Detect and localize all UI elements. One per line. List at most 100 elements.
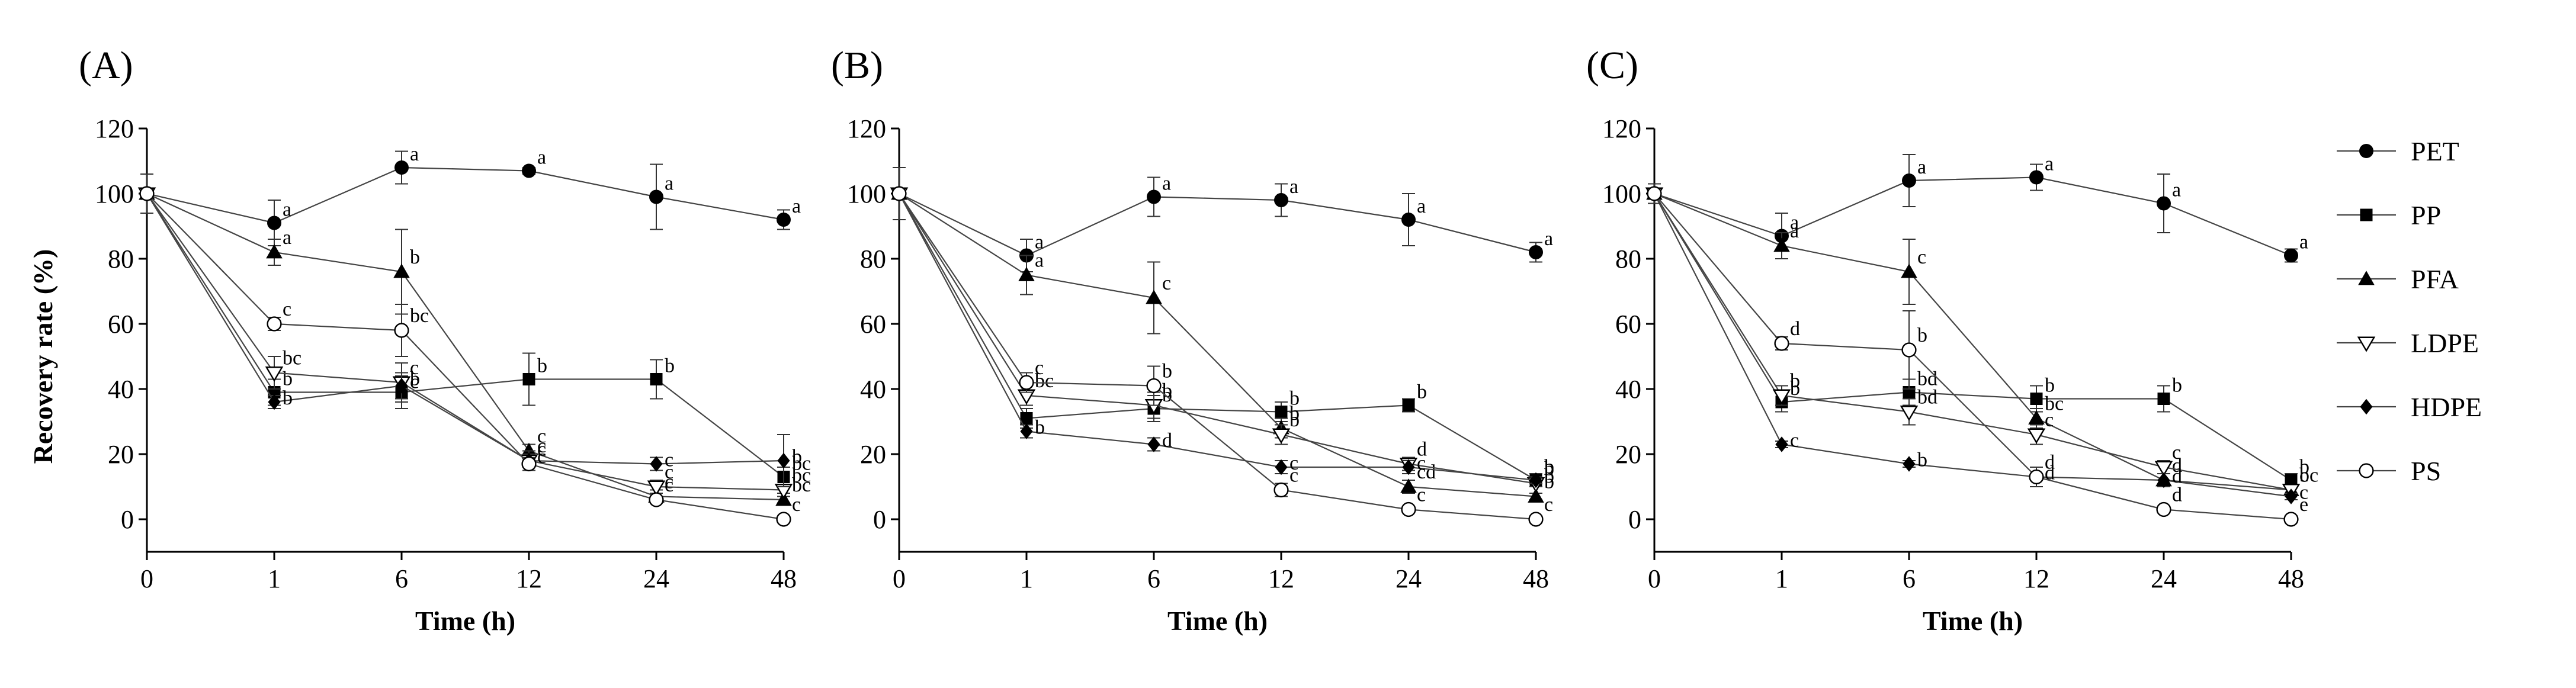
legend-label: PP bbox=[2411, 200, 2441, 230]
significance-label: a bbox=[410, 143, 419, 165]
significance-label: b bbox=[1289, 409, 1300, 431]
data-point-pp bbox=[2285, 474, 2298, 487]
significance-label: bc bbox=[410, 305, 429, 327]
x-axis-title: Time (h) bbox=[415, 606, 515, 636]
data-point-pfa bbox=[2028, 410, 2045, 425]
data-point-pfa bbox=[1901, 263, 1917, 278]
x-tick-label: 12 bbox=[2023, 564, 2049, 593]
significance-label: d bbox=[2172, 465, 2182, 487]
series-hdpe: bdc cb bbox=[893, 167, 1554, 488]
x-tick-label: 0 bbox=[1648, 564, 1661, 593]
data-point-ps bbox=[1774, 336, 1789, 351]
legend: PET PP PFA LDPE HDPE PS bbox=[2337, 136, 2482, 486]
data-point-ldpe bbox=[2154, 461, 2173, 477]
significance-label: bc bbox=[2045, 393, 2064, 415]
significance-label: b bbox=[1544, 458, 1554, 480]
significance-label: b bbox=[665, 355, 675, 377]
y-tick-label: 60 bbox=[860, 310, 886, 339]
panel-label: (C) bbox=[1586, 44, 1638, 87]
series-line bbox=[146, 193, 784, 501]
y-tick-label: 120 bbox=[847, 114, 886, 143]
data-point-pp bbox=[2157, 393, 2170, 405]
significance-label: c bbox=[792, 494, 801, 516]
data-point-ps bbox=[2029, 469, 2044, 485]
legend-marker-ldpe bbox=[2357, 336, 2376, 352]
data-point-hdpe bbox=[1020, 423, 1033, 439]
data-point-ldpe bbox=[647, 480, 666, 496]
data-point-pp bbox=[650, 373, 663, 385]
significance-label: b bbox=[1917, 324, 1927, 346]
data-point-pfa bbox=[1773, 237, 1790, 252]
significance-label: b bbox=[1790, 378, 1800, 400]
data-point-pfa bbox=[1018, 266, 1035, 281]
series-line bbox=[1654, 193, 2292, 481]
significance-label: b bbox=[1417, 381, 1427, 403]
data-point-ps bbox=[1273, 482, 1289, 498]
series-line bbox=[1654, 176, 2292, 256]
data-point-pet bbox=[1274, 193, 1288, 207]
significance-label: b bbox=[1162, 361, 1172, 382]
data-point-pfa bbox=[1146, 290, 1162, 304]
significance-label: a bbox=[283, 227, 291, 249]
significance-label: a bbox=[2299, 232, 2308, 253]
data-point-pet bbox=[394, 160, 409, 175]
series-ps: d bdd e bbox=[1647, 183, 2308, 527]
data-point-pp bbox=[2030, 393, 2043, 405]
legend-marker-pet bbox=[2359, 144, 2373, 158]
data-point-ldpe bbox=[1772, 389, 1791, 405]
significance-label: d bbox=[2172, 484, 2182, 506]
data-point-pp bbox=[1275, 406, 1288, 418]
series-line bbox=[1654, 193, 2292, 497]
significance-label: c bbox=[1417, 452, 1426, 474]
significance-label: c bbox=[537, 446, 546, 468]
series-pet: aa aaa bbox=[140, 143, 801, 246]
series-hdpe: bc c c b bbox=[140, 173, 802, 487]
y-axis-title: Recovery rate (%) bbox=[28, 249, 58, 464]
y-tick-label: 40 bbox=[108, 375, 134, 404]
data-point-pp bbox=[1402, 399, 1415, 411]
significance-label: a bbox=[283, 199, 291, 221]
significance-label: a bbox=[1417, 195, 1426, 217]
significance-label: b bbox=[1289, 388, 1300, 410]
significance-label: b bbox=[283, 368, 293, 390]
significance-label: c bbox=[665, 449, 673, 471]
data-point-hdpe bbox=[1275, 459, 1288, 475]
significance-label: bc bbox=[792, 465, 811, 487]
data-point-ps bbox=[1647, 186, 1662, 201]
legend-item-pp: PP bbox=[2337, 200, 2441, 230]
significance-label: d bbox=[1417, 439, 1427, 461]
series-line bbox=[146, 193, 784, 491]
significance-label: a bbox=[2172, 179, 2181, 201]
significance-label: d bbox=[2172, 455, 2182, 477]
data-point-hdpe bbox=[777, 452, 790, 469]
significance-label: b bbox=[1544, 471, 1554, 493]
series-pp: b bd b bb bbox=[1648, 183, 2309, 487]
series-line bbox=[899, 193, 1536, 481]
significance-label: b bbox=[283, 387, 293, 409]
data-point-pfa bbox=[266, 244, 283, 259]
data-point-pet bbox=[1529, 245, 1543, 259]
data-point-hdpe bbox=[1903, 456, 1916, 472]
y-tick-label: 20 bbox=[108, 440, 134, 469]
y-tick-label: 120 bbox=[95, 114, 134, 143]
y-tick-label: 0 bbox=[873, 505, 886, 534]
data-point-hdpe bbox=[1529, 472, 1542, 488]
legend-marker-ps bbox=[2359, 463, 2374, 478]
data-point-ldpe bbox=[1272, 428, 1291, 444]
significance-label: b bbox=[410, 246, 420, 268]
legend-item-hdpe: HDPE bbox=[2337, 392, 2482, 422]
panel-label: (B) bbox=[831, 44, 883, 87]
data-point-ps bbox=[2283, 512, 2299, 527]
x-tick-label: 24 bbox=[2151, 564, 2177, 593]
data-point-pet bbox=[2157, 196, 2171, 211]
significance-label: d bbox=[2045, 452, 2055, 474]
series-line bbox=[899, 193, 1536, 497]
data-point-pfa bbox=[521, 442, 537, 457]
significance-label: c bbox=[665, 474, 673, 496]
legend-label: PET bbox=[2411, 136, 2459, 166]
x-tick-label: 48 bbox=[1523, 564, 1549, 593]
significance-label: a bbox=[665, 173, 673, 195]
y-tick-label: 40 bbox=[860, 375, 886, 404]
data-point-pet bbox=[777, 213, 791, 227]
